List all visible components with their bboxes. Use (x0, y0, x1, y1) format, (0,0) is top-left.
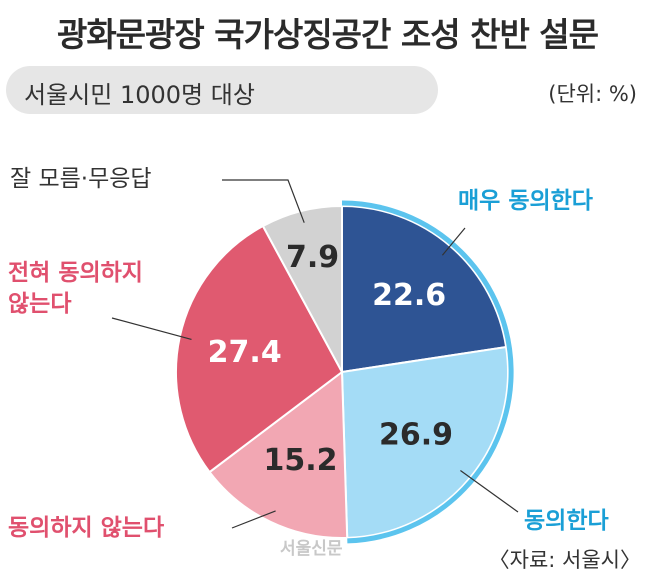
pie-slice-4 (261, 204, 343, 373)
slice-value-label-1: 26.9 (379, 418, 453, 453)
chart-title: 광화문광장 국가상징공간 조성 찬반 설문 (56, 15, 599, 54)
slice-value-label-2: 15.2 (263, 443, 337, 478)
legend-label-very-agree: 매우 동의한다 (458, 188, 593, 214)
watermark: 서울신문 (280, 539, 343, 559)
subtitle-pill: 서울시민 1000명 대상 (6, 66, 438, 114)
pie-slice-2 (208, 370, 349, 539)
leader-line-1 (460, 470, 519, 513)
leader-line-0 (441, 227, 466, 256)
legend-label-strongly-disagree-line2: 않는다 (8, 291, 72, 318)
slice-value-label-3: 27.4 (208, 335, 282, 370)
leader-line-2 (231, 510, 276, 529)
slice-value-label-0: 22.6 (372, 278, 446, 313)
leader-line-3 (111, 317, 192, 340)
legend-label-agree: 동의한다 (524, 508, 609, 534)
unit-label: (단위: %) (548, 82, 637, 106)
subtitle: 서울시민 1000명 대상 (24, 81, 255, 109)
source-note: 〈자료: 서울시〉 (488, 548, 641, 572)
leader-line-4 (222, 179, 305, 223)
legend-label-dont-know: 잘 모름·무응답 (10, 166, 152, 192)
legend-label-strongly-disagree-line1: 전혀 동의하지 (8, 260, 143, 286)
legend-label-disagree: 동의하지 않는다 (8, 515, 165, 541)
agree-accent-ring (341, 200, 514, 544)
legend-label-strongly-disagree: 전혀 동의하지 않는다 (8, 258, 143, 320)
slice-value-label-4: 7.9 (286, 240, 339, 275)
pie-slice-1 (340, 345, 509, 539)
